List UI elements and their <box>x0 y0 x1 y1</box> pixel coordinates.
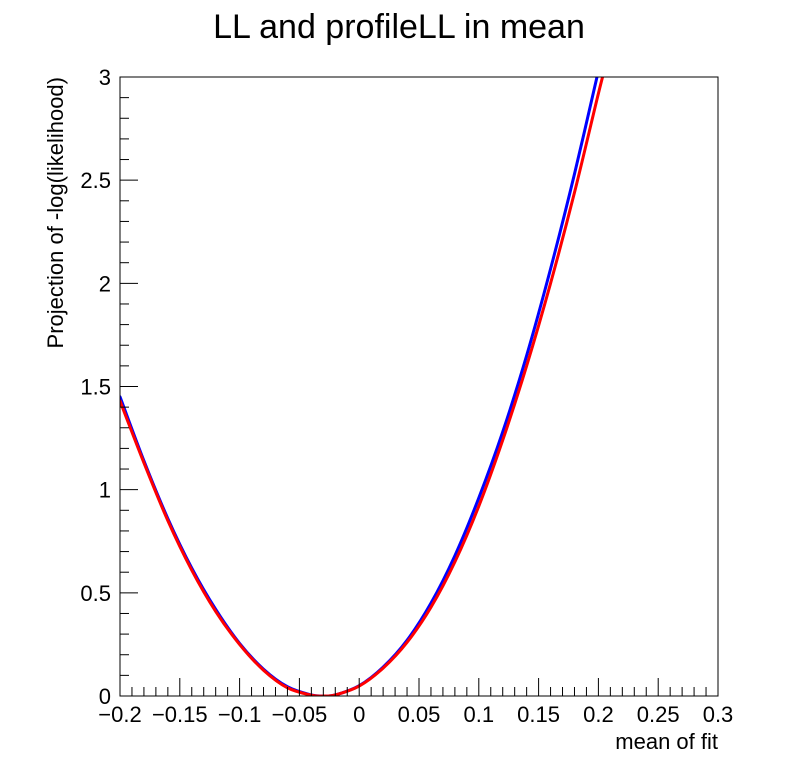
x-tick-label: 0.2 <box>583 702 614 727</box>
y-tick-label: 2.5 <box>80 168 111 193</box>
curves-layer <box>120 77 605 696</box>
y-tick-label: 3 <box>99 65 111 90</box>
x-axis: −0.2 −0.15 −0.1 −0.05 0 0.05 0.1 0.15 0.2 0.25 0.3 <box>98 678 733 727</box>
chart-title: LL and profileLL in mean <box>213 8 585 46</box>
x-tick-label: 0 <box>353 702 365 727</box>
y-tick-label: 2 <box>99 271 111 296</box>
y-axis-label: Projection of -log(likelihood) <box>43 77 68 348</box>
x-tick-label: −0.05 <box>272 702 328 727</box>
y-tick-label: 1 <box>99 478 111 503</box>
y-axis: 0 0.5 1 1.5 2 2.5 3 <box>80 65 138 709</box>
x-tick-label: −0.2 <box>98 702 141 727</box>
y-tick-label: 0 <box>99 684 111 709</box>
x-tick-label: −0.1 <box>218 702 261 727</box>
series-line-2 <box>120 77 605 696</box>
x-tick-label: 0.3 <box>703 702 734 727</box>
x-tick-label: −0.15 <box>152 702 208 727</box>
x-tick-label: 0.25 <box>637 702 680 727</box>
x-tick-label: 0.1 <box>464 702 495 727</box>
x-tick-label: 0.05 <box>398 702 441 727</box>
y-tick-label: 1.5 <box>80 375 111 400</box>
x-axis-label: mean of fit <box>615 729 718 754</box>
y-tick-label: 0.5 <box>80 581 111 606</box>
x-tick-label: 0.15 <box>517 702 560 727</box>
